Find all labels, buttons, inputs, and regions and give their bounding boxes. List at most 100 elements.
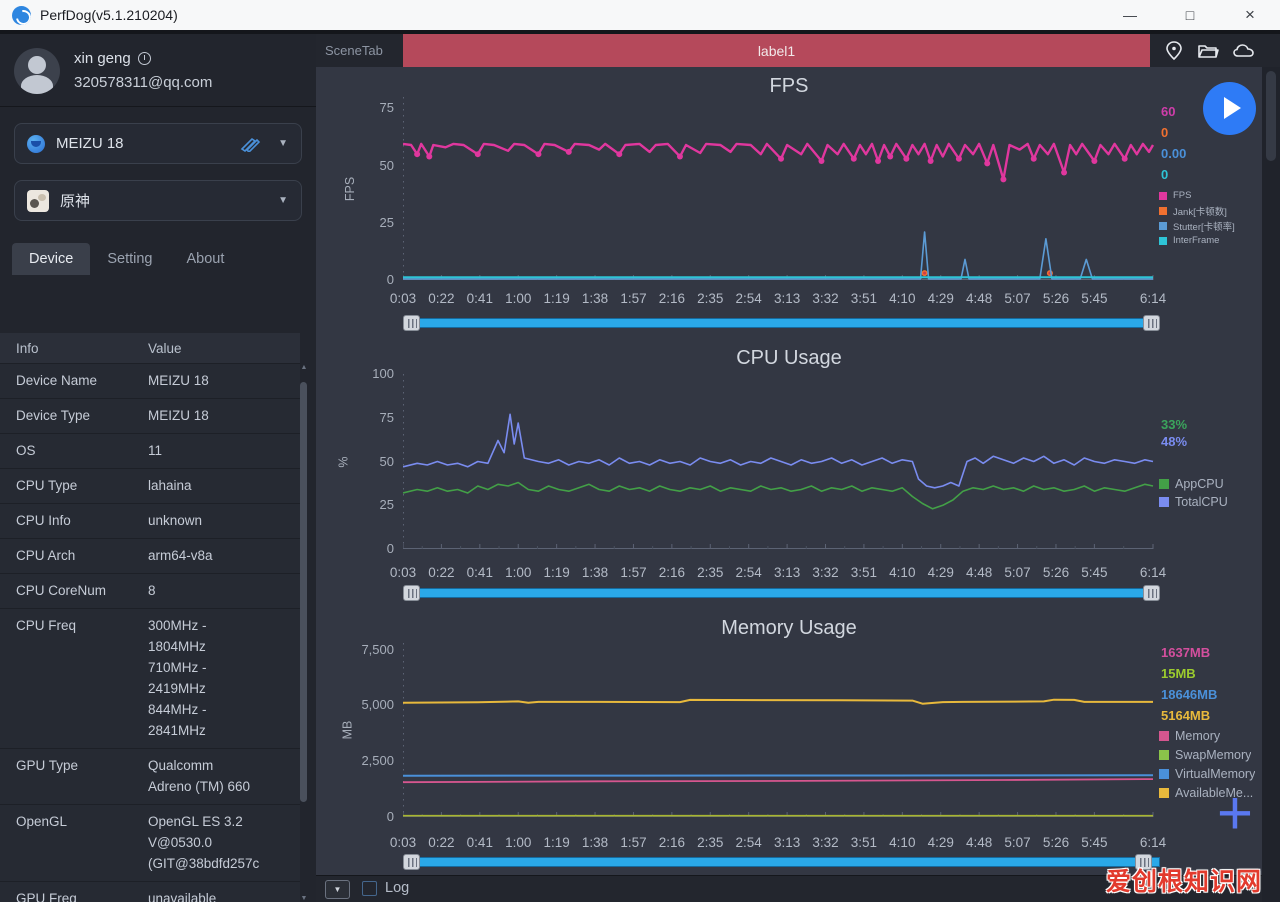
add-chart-button[interactable]: + <box>1216 779 1254 848</box>
x-tick-label: 1:19 <box>543 565 570 580</box>
legend-label: Memory <box>1175 728 1221 743</box>
memory-usage-plot <box>403 643 1154 817</box>
x-tick-label: 0:22 <box>428 565 455 580</box>
legend-item[interactable]: TotalCPU <box>1159 493 1277 511</box>
value-cell: MEIZU 18 <box>148 408 209 423</box>
edit-pen-icon[interactable] <box>239 136 261 152</box>
close-button[interactable]: × <box>1245 5 1255 24</box>
series-AppCPU <box>403 481 1154 510</box>
legend-item[interactable]: InterFrame <box>1159 233 1277 248</box>
legend-item[interactable]: AppCPU <box>1159 475 1277 493</box>
time-range-slider[interactable] <box>403 585 1160 601</box>
play-button[interactable] <box>1203 82 1256 135</box>
slider-handle-right[interactable] <box>1135 854 1152 870</box>
perfdog-logo-icon <box>12 5 31 25</box>
expand-dropdown-button[interactable]: ▼ <box>325 880 350 899</box>
legend-swatch <box>1159 768 1169 779</box>
table-row: GPU Type Qualcomm Adreno (TM) 660 <box>0 749 300 805</box>
x-tick-label: 6:14 <box>1139 565 1167 580</box>
legend-item[interactable]: Memory <box>1159 726 1277 745</box>
minimize-button[interactable]: — <box>1123 7 1137 23</box>
location-pin-icon[interactable] <box>1164 40 1184 62</box>
legend-label: InterFrame <box>1173 235 1220 246</box>
x-tick-label: 2:16 <box>658 565 685 580</box>
x-tick-label: 2:16 <box>658 835 685 850</box>
user-name: xin geng <box>74 50 131 67</box>
info-cell: Device Type <box>16 408 91 423</box>
x-tick-label: 0:41 <box>466 835 493 850</box>
slider-track[interactable] <box>403 588 1160 598</box>
x-tick-label: 0:03 <box>389 835 417 850</box>
legend-item[interactable]: Stutter[卡顿率] <box>1159 218 1277 233</box>
slider-track[interactable] <box>403 318 1160 328</box>
x-tick-label: 6:14 <box>1139 835 1167 850</box>
scene-tab-active[interactable]: label1 <box>403 34 1150 67</box>
info-cell: Device Name <box>16 373 98 388</box>
tab-device[interactable]: Device <box>12 243 91 275</box>
chart-title: CPU Usage <box>736 347 842 369</box>
slider-handle-left[interactable] <box>403 585 420 601</box>
folder-icon[interactable] <box>1197 40 1219 62</box>
y-axis-label: FPS <box>343 176 358 201</box>
device-selector[interactable]: MEIZU 18 ▼ <box>14 123 302 164</box>
scroll-down-icon[interactable]: ▼ <box>300 895 308 902</box>
time-range-slider[interactable] <box>403 854 1160 870</box>
x-tick-label: 5:07 <box>1004 835 1031 850</box>
x-tick-label: 1:19 <box>543 291 570 306</box>
user-info: xin geng 320578311@qq.com <box>0 34 316 107</box>
value-cell: 8 <box>148 583 156 598</box>
legend-swatch <box>1159 749 1169 760</box>
maximize-button[interactable]: □ <box>1185 7 1195 23</box>
readout-value: 0 <box>1161 125 1169 140</box>
slider-handle-left[interactable] <box>403 315 420 331</box>
x-tick-label: 3:13 <box>773 835 801 850</box>
sidebar-scrollbar[interactable]: ▲ ▼ <box>299 364 309 902</box>
x-tick-label: 1:57 <box>620 291 647 306</box>
legend-item[interactable]: VirtualMemory <box>1159 764 1277 783</box>
slider-handle-right[interactable] <box>1143 315 1160 331</box>
table-row: OS 11 <box>0 434 300 469</box>
cloud-icon[interactable] <box>1232 40 1256 62</box>
right-scrollbar[interactable] <box>1262 67 1280 902</box>
tab-setting[interactable]: Setting <box>107 251 153 267</box>
legend-item[interactable]: Jank[卡顿数] <box>1159 203 1277 218</box>
scroll-up-icon[interactable]: ▲ <box>300 364 308 371</box>
slider-handle-left[interactable] <box>403 854 420 870</box>
chart-readouts: 60 0 0.00 0 <box>1161 101 1271 185</box>
x-tick-label: 5:45 <box>1081 291 1108 306</box>
y-tick-label: 100 <box>372 366 394 381</box>
scrollbar-thumb[interactable] <box>1266 71 1276 161</box>
readout-value: 5164MB <box>1161 708 1211 723</box>
fps-chart: FPS FPS 0 25 50 75 0:03 0:22 0:41 1:00 1:19 1:38 1:5… <box>316 67 1262 343</box>
legend-item[interactable]: SwapMemory <box>1159 745 1277 764</box>
y-tick-label: 5,000 <box>361 697 394 713</box>
y-tick-label: 75 <box>379 100 394 116</box>
x-tick-label: 2:35 <box>697 835 724 850</box>
value-cell: 300MHz - 1804MHz 710MHz - 2419MHz 844MHz… <box>148 618 207 738</box>
charts-container: + FPS FPS 0 25 50 75 0:03 0:22 0:41 1:00 1:19 1:38 1… <box>316 67 1262 875</box>
app-selector[interactable]: 原神 ▼ <box>14 180 302 221</box>
slider-track[interactable] <box>403 857 1160 867</box>
x-tick-label: 1:00 <box>505 291 532 306</box>
y-tick-label: 0 <box>386 272 394 287</box>
info-cell: GPU Type <box>16 758 79 773</box>
legend-swatch <box>1159 236 1167 245</box>
x-tick-label: 2:35 <box>697 565 724 580</box>
chevron-down-icon[interactable]: ▼ <box>278 195 288 206</box>
scrollbar-thumb[interactable] <box>300 382 307 802</box>
x-tick-label: 1:38 <box>581 291 609 306</box>
legend-item[interactable]: AvailableMe... <box>1159 783 1277 802</box>
legend-item[interactable]: FPS <box>1159 188 1277 203</box>
x-tick-label: 5:07 <box>1004 291 1031 306</box>
tab-about[interactable]: About <box>186 251 225 267</box>
x-tick-label: 2:35 <box>697 291 724 306</box>
app-icon <box>27 189 49 212</box>
value-cell: unknown <box>148 513 203 528</box>
slider-handle-right[interactable] <box>1143 585 1160 601</box>
log-checkbox[interactable] <box>362 881 377 896</box>
x-tick-label: 1:38 <box>581 835 609 850</box>
chevron-down-icon[interactable]: ▼ <box>278 138 288 149</box>
value-cell: MEIZU 18 <box>148 373 209 388</box>
time-range-slider[interactable] <box>403 315 1160 331</box>
legend-label: Stutter[卡顿率] <box>1173 221 1235 233</box>
